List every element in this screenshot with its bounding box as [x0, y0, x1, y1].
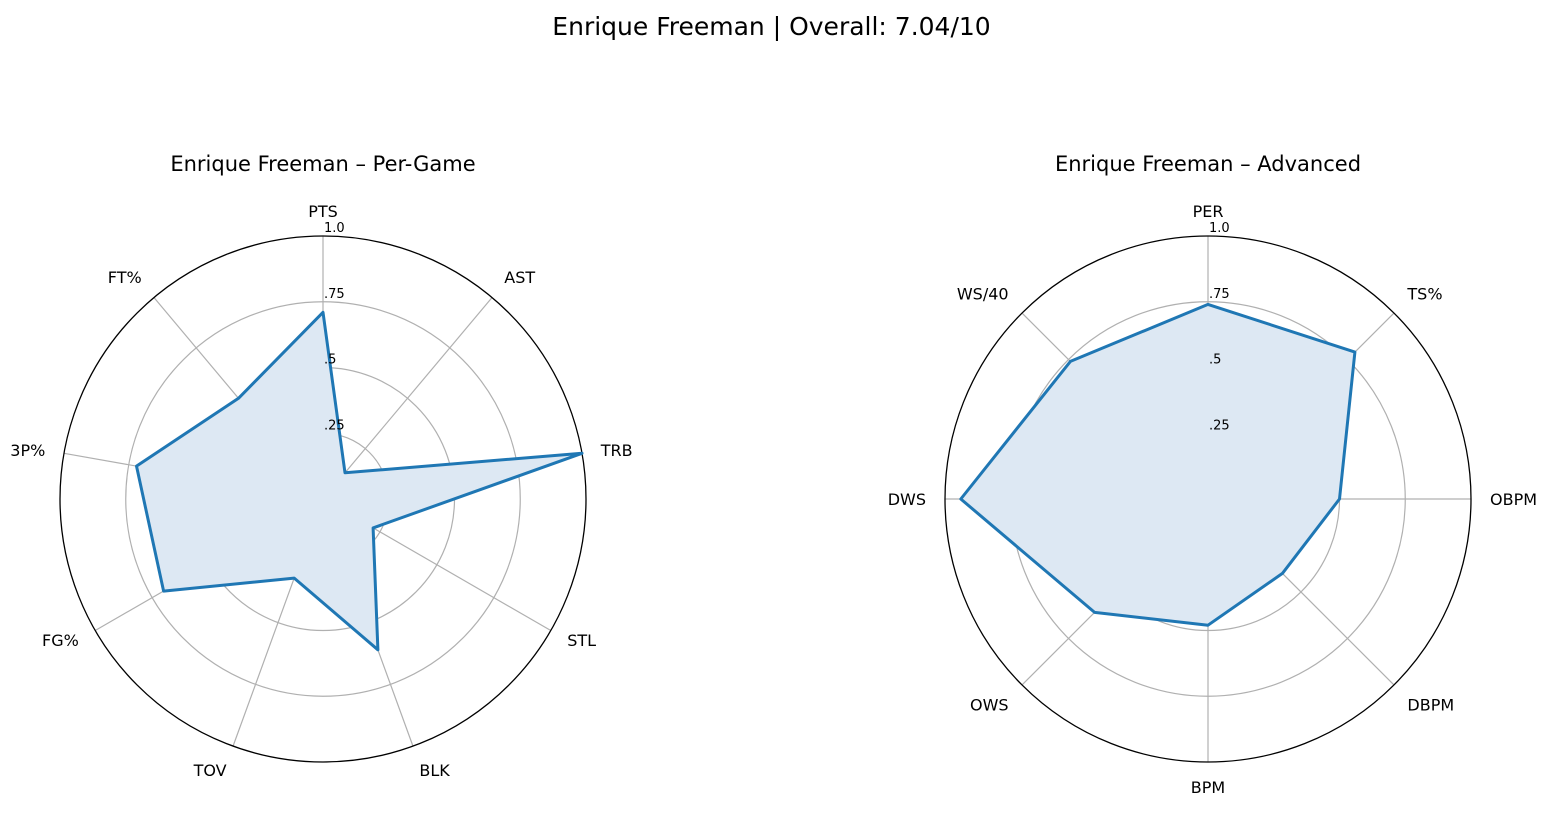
- polar-frame: [944, 235, 1472, 763]
- category-label: PER: [1193, 202, 1224, 221]
- category-label: STL: [567, 631, 596, 650]
- radial-tick-label: .25: [324, 418, 345, 433]
- category-label: WS/40: [957, 285, 1009, 304]
- spoke-line: [322, 297, 493, 500]
- radial-tick-label: .5: [1209, 353, 1221, 368]
- category-label: OWS: [970, 695, 1009, 714]
- category-label: BPM: [1191, 778, 1225, 797]
- series-line: [135, 310, 584, 652]
- radial-tick-label: .25: [1209, 418, 1230, 433]
- category-label: TS%: [1406, 285, 1442, 304]
- radial-tick-label: 1.0: [324, 221, 345, 236]
- category-label: FG%: [42, 631, 79, 650]
- category-label: PTS: [308, 202, 338, 221]
- category-label: DWS: [888, 490, 926, 509]
- category-label: TRB: [600, 441, 633, 460]
- category-label: 3P%: [10, 441, 45, 460]
- polar-frame: [59, 235, 587, 763]
- series-area: [960, 304, 1355, 626]
- figure-title: Enrique Freeman | Overall: 7.04/10: [552, 12, 991, 41]
- category-label: BLK: [419, 761, 450, 780]
- series-area: [136, 312, 582, 650]
- radial-tick-label: .75: [1209, 287, 1230, 302]
- radial-tick-label: 1.0: [1209, 221, 1230, 236]
- category-label: TOV: [193, 761, 227, 780]
- category-label: FT%: [108, 268, 142, 287]
- radial-tick-label: .5: [324, 353, 336, 368]
- radial-tick-label: .75: [324, 287, 345, 302]
- series-line: [959, 302, 1357, 627]
- chart-title: Enrique Freeman – Per-Game: [170, 152, 475, 176]
- category-label: AST: [504, 268, 535, 287]
- category-label: DBPM: [1407, 695, 1454, 714]
- chart-title: Enrique Freeman – Advanced: [1055, 152, 1361, 176]
- category-label: OBPM: [1490, 490, 1537, 509]
